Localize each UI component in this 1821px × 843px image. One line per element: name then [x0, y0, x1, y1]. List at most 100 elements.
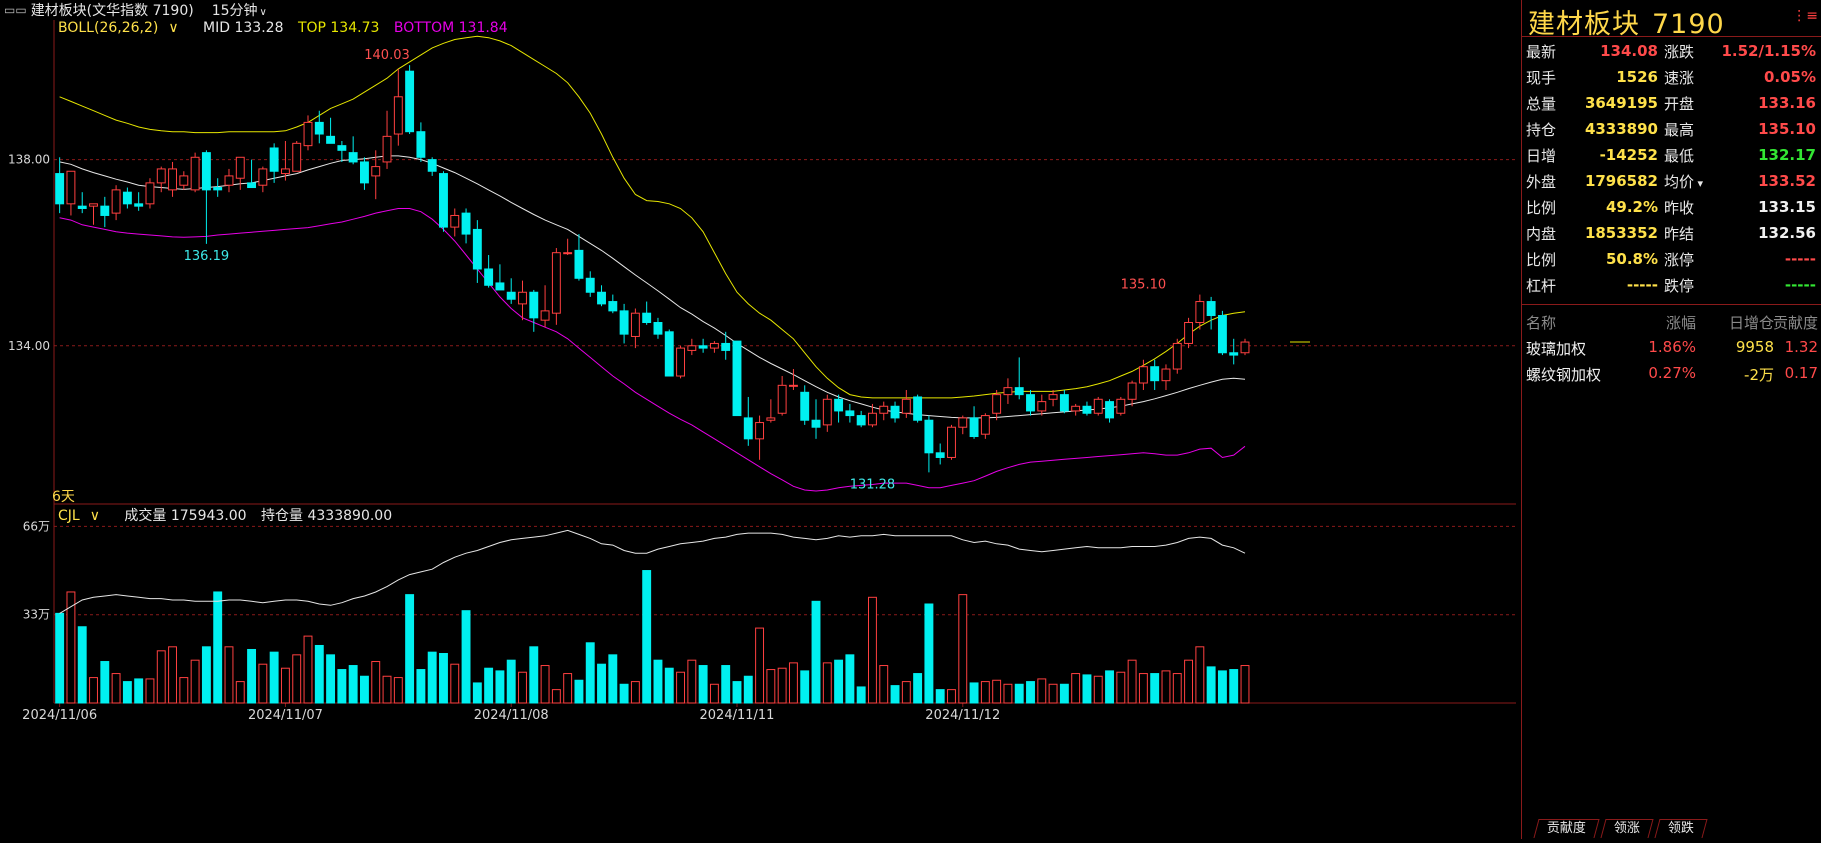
candle-body	[935, 452, 945, 458]
volume-bar	[439, 653, 448, 704]
component-con: 1.32	[1784, 338, 1818, 356]
volume-bar	[303, 635, 313, 704]
candle-body	[958, 417, 968, 428]
candle-body	[1161, 368, 1171, 382]
candle-body	[213, 187, 223, 191]
quote-value: 1526	[1616, 68, 1658, 86]
candle-body	[676, 347, 685, 377]
candle-body	[269, 147, 279, 172]
divider	[1522, 36, 1821, 37]
candle-body	[100, 205, 110, 216]
volume-bar	[484, 667, 494, 704]
menu-icon[interactable]: ▭▭	[4, 3, 27, 17]
candle-body	[66, 170, 76, 205]
candle-body	[337, 145, 347, 151]
candle-body	[1026, 394, 1035, 412]
title-bar: ▭▭ 建材板块(文华指数 7190) 15分钟 ∨	[0, 0, 1516, 20]
volume-bar	[551, 689, 561, 704]
volume-bar	[1071, 673, 1081, 704]
volume-bar	[1037, 678, 1047, 704]
candle-body	[405, 70, 415, 133]
candle-body	[777, 384, 787, 414]
volume-bar	[890, 685, 900, 704]
volume-bar	[405, 594, 415, 704]
quote-label: 比例	[1526, 198, 1557, 217]
volume-bar	[947, 689, 956, 704]
boll-mid-label: MID 133.28	[203, 20, 284, 36]
boll-legend: BOLL(26,26,2) ∨ MID 133.28 TOP 134.73 BOT…	[58, 20, 518, 36]
volume-bar	[416, 669, 426, 704]
volume-bar	[247, 648, 257, 704]
cjl-indicator-label[interactable]: CJL ∨	[58, 508, 100, 524]
volume-bar	[755, 627, 765, 704]
header-change[interactable]: 涨幅	[1665, 314, 1696, 332]
volume-bar	[1161, 670, 1171, 704]
open-interest-value-label: 持仓量 4333890.00	[261, 508, 393, 524]
chevron-down-icon: ∨	[259, 7, 267, 18]
instrument-title: 建材板块 7190	[1528, 2, 1725, 41]
volume-bar	[382, 675, 392, 704]
candle-body	[280, 168, 290, 175]
quote-label: 均价 ▾	[1664, 172, 1704, 191]
volume-bar	[1195, 646, 1205, 704]
component-row[interactable]: 螺纹钢加权 0.27% -2万 0.17	[1522, 364, 1821, 390]
chart-canvas[interactable]: 138.00 134.00 66万 33万 2024/11/06 2024/11/07 20…	[0, 20, 1520, 839]
tab-label: 领跌	[1667, 821, 1694, 836]
volume-bar	[1014, 683, 1024, 704]
panel-menu-icon[interactable]: ⋮≡	[1792, 8, 1818, 24]
candle-body	[393, 96, 403, 135]
y-tick-label: 33万	[23, 608, 50, 622]
quote-label: 杠杆	[1526, 276, 1557, 295]
candle-body	[1127, 382, 1137, 400]
candle-body	[247, 182, 257, 189]
volume-bar	[980, 681, 990, 704]
volume-bar	[461, 610, 471, 704]
quote-row: 最新 134.08 涨跌 1.52/1.15%	[1522, 38, 1821, 64]
candle-body	[484, 268, 494, 286]
volume-bar	[1116, 671, 1126, 704]
tab-2[interactable]: 领涨	[1600, 819, 1654, 838]
x-tick-label: 2024/11/12	[925, 708, 1000, 723]
header-oi-change[interactable]: 日增仓	[1728, 314, 1774, 332]
candle-body	[551, 252, 561, 314]
volume-bar	[529, 646, 539, 704]
volume-bar	[732, 681, 742, 704]
candle-body	[1093, 398, 1103, 414]
volume-bar	[777, 667, 787, 704]
chart-area[interactable]: 138.00 134.00 66万 33万 2024/11/06 2024/11/07 20…	[0, 20, 1520, 839]
quote-value: -----	[1784, 250, 1816, 268]
volume-bar	[563, 673, 573, 704]
candle-body	[619, 310, 629, 335]
quote-value: 132.56	[1758, 224, 1816, 242]
quote-value: 49.2%	[1605, 198, 1658, 216]
boll-indicator-label[interactable]: BOLL(26,26,2) ∨	[58, 20, 179, 36]
tab-3[interactable]: 领跌	[1654, 819, 1708, 838]
volume-bar	[427, 651, 437, 704]
volume-bar	[935, 689, 945, 704]
volume-bar	[766, 669, 776, 704]
x-tick-label: 2024/11/06	[22, 708, 97, 723]
caret-down-icon[interactable]: ▾	[1694, 176, 1704, 190]
tab-1[interactable]: 贡献度	[1533, 819, 1600, 838]
volume-bar	[179, 677, 189, 704]
candle-body	[506, 291, 516, 300]
volume-bar	[845, 654, 855, 704]
header-name[interactable]: 名称	[1526, 314, 1557, 332]
volume-bar	[540, 665, 550, 704]
candle-body	[1071, 405, 1081, 412]
volume-bar	[134, 678, 144, 704]
component-row[interactable]: 玻璃加权 1.86% 9958 1.32	[1522, 338, 1821, 364]
volume-bar	[472, 682, 482, 704]
quote-row: 比例 49.2% 昨收 133.15	[1522, 194, 1821, 220]
candle-body	[416, 131, 426, 158]
volume-bar	[1217, 670, 1227, 704]
quote-label: 比例	[1526, 250, 1557, 269]
volume-bar	[721, 665, 731, 704]
candle-body	[1048, 394, 1058, 400]
timeframe-selector[interactable]: 15分钟 ∨	[212, 0, 267, 20]
candle-body	[472, 228, 482, 270]
volume-bar	[326, 654, 336, 704]
volume-bar	[518, 671, 527, 704]
candle-body	[822, 398, 832, 426]
header-contribution[interactable]: 贡献度	[1772, 314, 1818, 332]
